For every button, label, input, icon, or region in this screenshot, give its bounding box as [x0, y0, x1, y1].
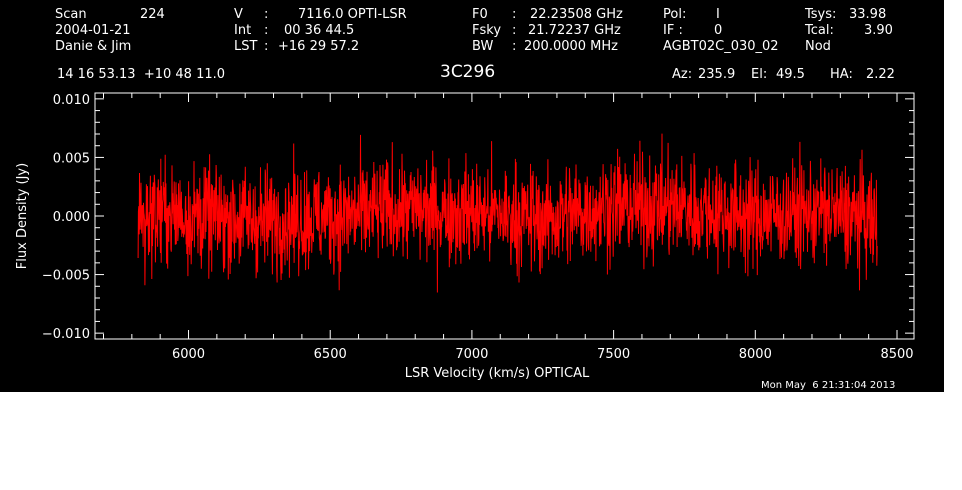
- procedure: Nod: [805, 39, 831, 54]
- observation-date: 2004-01-21: [55, 23, 131, 38]
- axis-ticks: 6000 6500 7000 7500 8000 8500 −0.010 −0.005 0.00…: [42, 93, 914, 362]
- integration-value: 00 36 44.5: [284, 23, 355, 38]
- lst-separator: :: [264, 39, 269, 54]
- elevation-label: El:: [751, 67, 768, 82]
- y-tick-label: −0.010: [42, 327, 90, 342]
- x-axis-label: LSR Velocity (km/s) OPTICAL: [405, 366, 590, 381]
- x-tick-label: 7500: [597, 347, 630, 362]
- scan-number: 224: [140, 7, 165, 22]
- observers: Danie & Jim: [55, 39, 132, 54]
- y-axis-label: Flux Density (Jy): [15, 163, 30, 269]
- hour-angle-label: HA:: [830, 67, 853, 82]
- x-tick-label: 6000: [172, 347, 205, 362]
- f0-label: F0: [472, 7, 488, 22]
- project-id: AGBT02C_030_02: [663, 39, 779, 54]
- source-coordinates: 14 16 53.13 +10 48 11.0: [57, 67, 226, 82]
- velocity-separator: :: [264, 7, 269, 22]
- fsky-separator: :: [512, 23, 517, 38]
- plot-panel: Scan 224 2004-01-21 Danie & Jim V : 7116…: [0, 0, 944, 392]
- tsys-label: Tsys:: [805, 7, 837, 22]
- spectrum-chart: 6000 6500 7000 7500 8000 8500 −0.010 −0.005 0.00…: [15, 92, 915, 381]
- x-tick-label: 7000: [455, 347, 488, 362]
- f0-value: 22.23508 GHz: [530, 7, 623, 22]
- bandwidth-separator: :: [512, 39, 517, 54]
- elevation-value: 49.5: [776, 67, 805, 82]
- if-value: 0: [714, 23, 723, 38]
- fsky-label: Fsky: [472, 23, 502, 38]
- azimuth-value: 235.9: [698, 67, 736, 82]
- lst-value: +16 29 57.2: [278, 39, 360, 54]
- tcal-value: 3.90: [864, 23, 893, 38]
- pol-label: Pol:: [663, 7, 687, 22]
- x-tick-label: 8500: [880, 347, 913, 362]
- spectrum-trace: [137, 133, 878, 293]
- y-tick-label: 0.000: [53, 210, 90, 225]
- scan-label: Scan: [55, 7, 87, 22]
- lst-label: LST: [234, 39, 258, 54]
- bandwidth-value: 200.0000 MHz: [524, 39, 618, 54]
- source-name: 3C296: [440, 62, 496, 82]
- velocity-label: V: [234, 7, 243, 22]
- fsky-value: 21.72237 GHz: [528, 23, 621, 38]
- if-label: IF :: [663, 23, 683, 38]
- plot-timestamp: Mon May 6 21:31:04 2013: [761, 380, 896, 391]
- y-tick-label: −0.005: [42, 269, 90, 284]
- x-tick-label: 8000: [739, 347, 772, 362]
- tcal-label: Tcal:: [805, 23, 834, 38]
- hour-angle-value: 2.22: [866, 67, 895, 82]
- bandwidth-label: BW: [472, 39, 494, 54]
- f0-separator: :: [512, 7, 517, 22]
- integration-separator: :: [264, 23, 269, 38]
- integration-label: Int: [234, 23, 252, 38]
- spectrum-trace-layer: [137, 133, 878, 293]
- azimuth-label: Az:: [672, 67, 693, 82]
- tsys-value: 33.98: [849, 7, 887, 22]
- pol-value: I: [716, 7, 720, 22]
- y-tick-label: 0.005: [53, 151, 90, 166]
- y-tick-label: 0.010: [53, 93, 90, 108]
- velocity-value: 7116.0 OPTI-LSR: [298, 7, 407, 22]
- x-tick-label: 6500: [314, 347, 347, 362]
